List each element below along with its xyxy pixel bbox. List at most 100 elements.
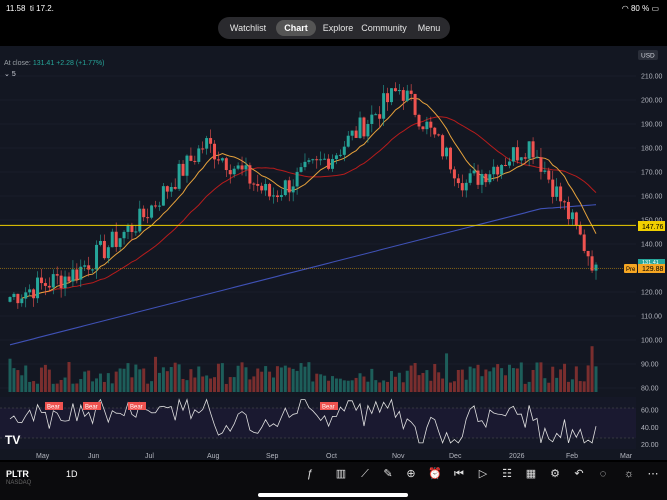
candle-body	[39, 277, 43, 284]
last-price-tag	[638, 259, 665, 265]
candle-body	[350, 130, 354, 136]
volume-bar	[551, 366, 555, 392]
volume-bar	[134, 364, 138, 392]
currency-button[interactable]	[638, 50, 658, 60]
price-tick: 110.00	[641, 314, 662, 321]
volume-bar	[260, 371, 264, 392]
volume-bar	[480, 376, 484, 392]
candle-body	[63, 276, 67, 289]
object-tree-icon[interactable]: ⚙	[550, 468, 560, 480]
price-tick: 140.00	[641, 242, 663, 249]
volume-bar	[173, 362, 177, 392]
rsi-tick: 60.00	[641, 408, 659, 415]
volume-bar	[441, 378, 445, 392]
candle-body	[67, 276, 71, 282]
tradingview-logo: TV	[5, 433, 20, 447]
volume-bar	[216, 363, 220, 392]
volume-bar	[181, 378, 185, 392]
volume-bar	[563, 363, 567, 392]
volume-bar	[91, 381, 95, 392]
candle-body	[71, 269, 75, 282]
candle-body	[445, 147, 449, 157]
candle-body	[327, 158, 331, 169]
candle-body	[126, 225, 130, 232]
brush-icon[interactable]: ✎	[383, 468, 393, 480]
time-label: May	[36, 453, 50, 460]
volume-bar	[189, 369, 193, 392]
volume-bar	[87, 370, 91, 392]
candle-body	[83, 265, 87, 267]
candle-body	[157, 205, 161, 207]
bear-tag	[320, 402, 338, 410]
interval-toggle[interactable]: ⌄ 5	[4, 71, 16, 78]
volume-bar	[354, 377, 358, 392]
chart-type-icon[interactable]: ▥	[335, 468, 347, 480]
candle-body	[500, 165, 504, 175]
candle-body	[551, 179, 555, 197]
tab-chart[interactable]: Chart	[276, 20, 316, 36]
volume-bar	[401, 382, 405, 392]
volume-bar	[12, 368, 16, 392]
volume-bar	[47, 369, 51, 392]
tab-community[interactable]: Community	[361, 23, 407, 33]
layout-icon[interactable]: ▦	[525, 468, 537, 480]
timeframe-button[interactable]: 1D	[66, 469, 78, 479]
time-label: Dec	[449, 453, 462, 460]
add-icon[interactable]: ⊕	[406, 468, 416, 480]
ma-200-line	[9, 204, 597, 346]
price-tick: 190.00	[641, 122, 663, 129]
candle-body	[472, 170, 476, 174]
idea-icon[interactable]: ☼	[623, 468, 635, 480]
symbol-button[interactable]: PLTR	[6, 469, 29, 479]
volume-bar	[213, 377, 217, 392]
volume-bar	[515, 368, 519, 392]
candle-body	[496, 166, 500, 175]
alert-icon[interactable]: ⏰	[428, 468, 442, 480]
volume-bar	[130, 377, 134, 392]
candle-body	[393, 88, 397, 92]
candle-body	[378, 114, 382, 119]
candle-body	[283, 180, 287, 196]
last-price: 131.41	[642, 260, 659, 266]
chat-icon[interactable]: ◌	[599, 468, 607, 480]
time-label: Oct	[326, 453, 337, 460]
volume-bar	[445, 353, 449, 392]
undo-icon[interactable]: ↶	[574, 468, 584, 480]
volume-bar	[248, 379, 252, 392]
tab-explore[interactable]: Explore	[322, 23, 354, 33]
replay-icon[interactable]: ⏮	[454, 468, 464, 480]
candle-body	[543, 170, 547, 172]
volume-bar	[169, 367, 173, 392]
pre-tag	[624, 264, 637, 273]
volume-bar	[126, 363, 130, 392]
more-icon[interactable]: ⋯	[647, 468, 659, 480]
candle-body	[386, 93, 390, 103]
candle-body	[224, 158, 228, 171]
volume-bar	[433, 363, 437, 392]
calendar-icon[interactable]: ☷	[502, 468, 512, 480]
candle-body	[240, 165, 244, 170]
indicators-icon[interactable]: ƒ	[306, 468, 314, 480]
top-nav: Watchlist Chart Explore Community Menu	[218, 17, 450, 39]
pre-price-tag	[638, 264, 665, 273]
volume-bar	[154, 356, 158, 392]
candle-body	[165, 186, 169, 192]
tab-menu[interactable]: Menu	[417, 23, 441, 33]
candle-body	[28, 289, 32, 293]
tab-watchlist[interactable]: Watchlist	[229, 23, 267, 33]
drawing-icon[interactable]: ⟋	[361, 468, 369, 480]
candle-body	[441, 135, 445, 157]
candle-body	[452, 169, 456, 179]
candle-body	[559, 186, 563, 202]
candle-body	[566, 201, 570, 220]
candle-body	[185, 155, 189, 176]
candle-body	[315, 159, 319, 161]
candle-body	[354, 130, 358, 138]
candle-body	[323, 158, 327, 160]
price-tick: 90.00	[641, 362, 659, 369]
volume-bar	[279, 367, 283, 392]
candle-body	[535, 157, 539, 159]
volume-bar	[559, 369, 563, 392]
replay-play-icon[interactable]: ▷	[478, 468, 488, 480]
